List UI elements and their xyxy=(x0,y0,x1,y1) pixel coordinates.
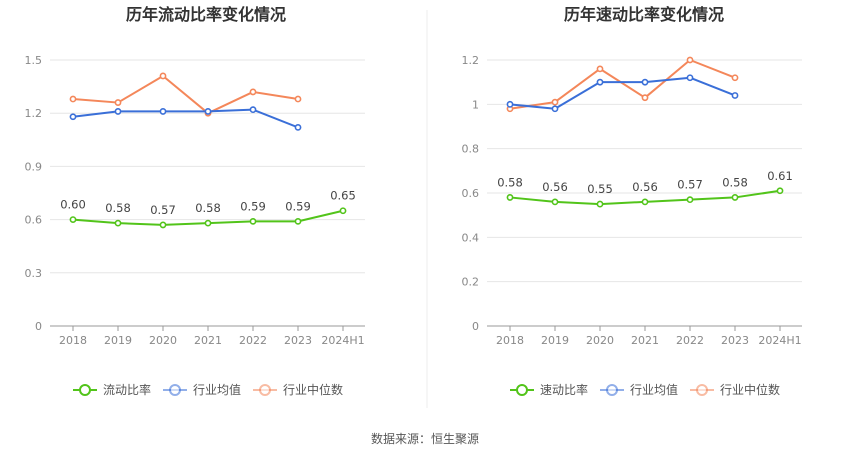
source-note: 数据来源：恒生聚源 xyxy=(370,432,479,446)
data-label: 0.65 xyxy=(330,189,356,203)
data-point xyxy=(114,108,122,115)
chart-title: 历年速动比率变化情况 xyxy=(564,5,724,24)
data-point xyxy=(731,74,739,82)
y-tick-label: 0.9 xyxy=(25,160,43,173)
legend-marker xyxy=(259,384,271,396)
data-point xyxy=(159,221,167,229)
legend-marker xyxy=(696,384,708,396)
x-tick-label: 2024H1 xyxy=(758,334,801,347)
data-point xyxy=(339,207,347,215)
y-tick-label: 0 xyxy=(472,320,479,333)
legend-marker xyxy=(79,384,91,396)
data-label: 0.58 xyxy=(497,175,523,189)
legend-label: 速动比率 xyxy=(540,382,588,397)
x-tick-label: 2018 xyxy=(496,334,524,347)
data-point xyxy=(551,105,559,113)
x-tick-label: 2021 xyxy=(194,334,222,347)
data-point xyxy=(69,113,77,121)
data-label: 0.56 xyxy=(632,180,658,194)
series-line xyxy=(72,108,299,129)
x-tick-label: 2020 xyxy=(149,334,177,347)
y-tick-label: 0.4 xyxy=(462,231,480,244)
data-label: 0.59 xyxy=(240,199,266,213)
chart-title: 历年流动比率变化情况 xyxy=(126,5,286,24)
x-tick-label: 2019 xyxy=(541,334,569,347)
y-tick-label: 1.5 xyxy=(25,54,43,67)
data-label: 0.58 xyxy=(195,201,221,215)
legend-label: 流动比率 xyxy=(103,382,151,397)
y-tick-label: 1.2 xyxy=(462,54,480,67)
data-label: 0.57 xyxy=(677,178,703,192)
x-tick-label: 2020 xyxy=(586,334,614,347)
data-point xyxy=(204,219,212,227)
data-point xyxy=(204,108,212,115)
data-point xyxy=(114,99,122,106)
data-point xyxy=(686,74,694,82)
x-tick-label: 2019 xyxy=(104,334,132,347)
data-point xyxy=(249,217,257,225)
data-point xyxy=(159,72,167,80)
data-point xyxy=(641,94,649,102)
series-line xyxy=(509,76,736,110)
data-label: 0.57 xyxy=(150,203,176,217)
legend-marker xyxy=(169,384,181,396)
x-tick-label: 2021 xyxy=(631,334,659,347)
data-point xyxy=(686,196,694,204)
data-point xyxy=(596,78,604,86)
data-label: 0.56 xyxy=(542,180,568,194)
data-point xyxy=(641,78,649,86)
data-label: 0.60 xyxy=(60,198,86,212)
data-point xyxy=(294,95,302,103)
data-point xyxy=(249,106,257,114)
data-label: 0.58 xyxy=(722,175,748,189)
x-tick-label: 2022 xyxy=(239,334,267,347)
y-tick-label: 0.6 xyxy=(462,187,480,200)
data-label: 0.58 xyxy=(105,201,131,215)
y-tick-label: 0.6 xyxy=(25,214,43,227)
x-tick-label: 2022 xyxy=(676,334,704,347)
data-point xyxy=(506,194,514,201)
y-tick-label: 0.2 xyxy=(462,276,480,289)
y-tick-label: 0 xyxy=(35,320,42,333)
data-point xyxy=(776,187,784,195)
data-point xyxy=(159,108,167,115)
data-point xyxy=(686,56,694,64)
data-label: 0.59 xyxy=(285,199,311,213)
x-tick-label: 2018 xyxy=(59,334,87,347)
y-tick-label: 1.2 xyxy=(25,107,43,120)
legend-marker xyxy=(606,384,618,396)
data-point xyxy=(596,200,604,208)
legend-label: 行业均值 xyxy=(630,382,678,397)
y-tick-label: 1 xyxy=(472,98,479,111)
series-line xyxy=(509,59,736,110)
data-point xyxy=(731,92,739,99)
data-point xyxy=(731,194,739,201)
legend-label: 行业中位数 xyxy=(283,382,343,397)
y-tick-label: 0.3 xyxy=(25,267,43,280)
data-point xyxy=(641,198,649,206)
legend-label: 行业中位数 xyxy=(720,382,780,397)
quick-ratio-chart: 历年速动比率变化情况 0 0.2 0.4 0.6 0.8 1 1.2 2018 2019 2020… xyxy=(462,5,802,397)
y-tick-label: 0.8 xyxy=(462,143,480,156)
legend-marker xyxy=(516,384,528,396)
data-label: 0.55 xyxy=(587,182,613,196)
data-point xyxy=(294,217,302,225)
current-ratio-chart: 历年流动比率变化情况 0 0.3 0.6 0.9 1.2 1.5 2018 2019 2020 2… xyxy=(25,5,365,397)
x-tick-label: 2024H1 xyxy=(321,334,364,347)
data-point xyxy=(69,95,77,103)
data-point xyxy=(249,88,257,96)
x-tick-label: 2023 xyxy=(721,334,749,347)
data-point xyxy=(294,123,302,131)
data-point xyxy=(551,98,559,106)
data-point xyxy=(114,219,122,227)
data-point xyxy=(551,198,559,206)
legend-label: 行业均值 xyxy=(193,382,241,397)
data-point xyxy=(596,65,604,73)
data-point xyxy=(69,216,77,223)
x-tick-label: 2023 xyxy=(284,334,312,347)
data-label: 0.61 xyxy=(767,169,793,183)
series-line xyxy=(72,74,299,115)
data-point xyxy=(506,100,514,108)
